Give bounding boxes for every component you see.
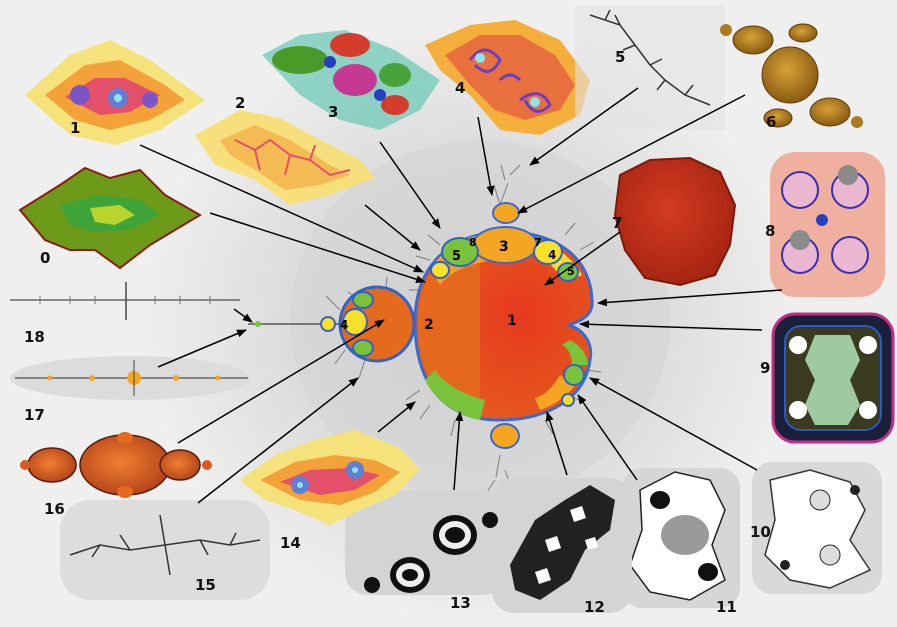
julia-set-13 bbox=[345, 490, 505, 595]
label-julia-0: 0 bbox=[40, 249, 50, 267]
arrow-6 bbox=[517, 94, 746, 214]
label-julia-2: 2 bbox=[235, 94, 245, 112]
label-julia-5: 5 bbox=[615, 48, 625, 66]
julia-set-4 bbox=[425, 20, 590, 135]
julia-set-6 bbox=[720, 23, 863, 128]
label-julia-11: 11 bbox=[716, 598, 737, 616]
mini-bulb-bottom bbox=[490, 423, 520, 449]
julia-set-3 bbox=[262, 30, 440, 130]
label-julia-4: 4 bbox=[455, 79, 465, 97]
arrows bbox=[139, 87, 783, 504]
label-period3-bulb: 3 bbox=[499, 239, 509, 255]
arrow-1 bbox=[139, 144, 424, 273]
arrow-13 bbox=[453, 411, 464, 491]
label-period7-top: 7 bbox=[534, 236, 542, 249]
julia-set-2 bbox=[195, 110, 375, 205]
julia-set-15 bbox=[60, 500, 270, 600]
julia-set-7 bbox=[613, 156, 737, 287]
arrow-0 bbox=[209, 212, 426, 284]
label-julia-8: 8 bbox=[765, 222, 775, 240]
arrow-18 bbox=[233, 308, 253, 323]
label-julia-15: 15 bbox=[195, 576, 216, 594]
arrow-11 bbox=[577, 394, 638, 481]
label-julia-12: 12 bbox=[584, 598, 605, 616]
label-julia-9: 9 bbox=[760, 359, 770, 377]
label-julia-3: 3 bbox=[328, 103, 338, 121]
label-julia-17: 17 bbox=[24, 406, 45, 424]
label-period4-top: 4 bbox=[548, 248, 556, 262]
julia-set-1 bbox=[25, 40, 205, 145]
label-julia-7: 7 bbox=[612, 214, 622, 232]
label-period5-top: 5 bbox=[452, 249, 461, 264]
julia-set-18 bbox=[10, 282, 240, 320]
julia-set-12 bbox=[492, 478, 632, 613]
arrow-15 bbox=[197, 377, 359, 504]
label-julia-6: 6 bbox=[766, 113, 776, 131]
arrow-17 bbox=[157, 329, 247, 368]
label-period5-right: 5 bbox=[567, 265, 575, 278]
arrow-7 bbox=[544, 231, 621, 286]
arrow-9 bbox=[579, 320, 763, 331]
label-period4-left-bulb: 4 bbox=[340, 318, 348, 332]
julia-set-9 bbox=[771, 312, 895, 444]
arrow-16 bbox=[177, 319, 385, 444]
julia-set-0 bbox=[18, 166, 202, 270]
label-julia-13: 13 bbox=[450, 594, 471, 612]
arrow-12 bbox=[545, 411, 568, 476]
julia-set-10 bbox=[752, 462, 882, 594]
arrow-4 bbox=[477, 116, 495, 196]
julia-set-11 bbox=[622, 468, 740, 608]
label-period2-bulb: 2 bbox=[424, 317, 434, 333]
arrow-3 bbox=[379, 141, 441, 229]
label-julia-14: 14 bbox=[280, 534, 301, 552]
julia-set-5 bbox=[575, 5, 725, 130]
arrow-8 bbox=[597, 289, 783, 307]
label-julia-1: 1 bbox=[70, 119, 80, 137]
label-julia-16: 16 bbox=[44, 500, 65, 518]
julia-set-16 bbox=[20, 432, 212, 498]
julia-set-8 bbox=[770, 152, 885, 297]
julia-set-14 bbox=[240, 430, 420, 525]
arrow-2 bbox=[364, 204, 421, 251]
label-julia-18: 18 bbox=[24, 328, 45, 346]
mini-bulb-top bbox=[492, 202, 520, 224]
julia-set-17 bbox=[10, 356, 250, 400]
label-period8-top: 8 bbox=[469, 236, 477, 249]
label-julia-10: 10 bbox=[750, 523, 771, 541]
arrow-5 bbox=[529, 87, 639, 166]
label-main-cardioid: 1 bbox=[507, 313, 517, 329]
arrow-14 bbox=[377, 401, 416, 433]
arrow-10 bbox=[589, 377, 758, 471]
